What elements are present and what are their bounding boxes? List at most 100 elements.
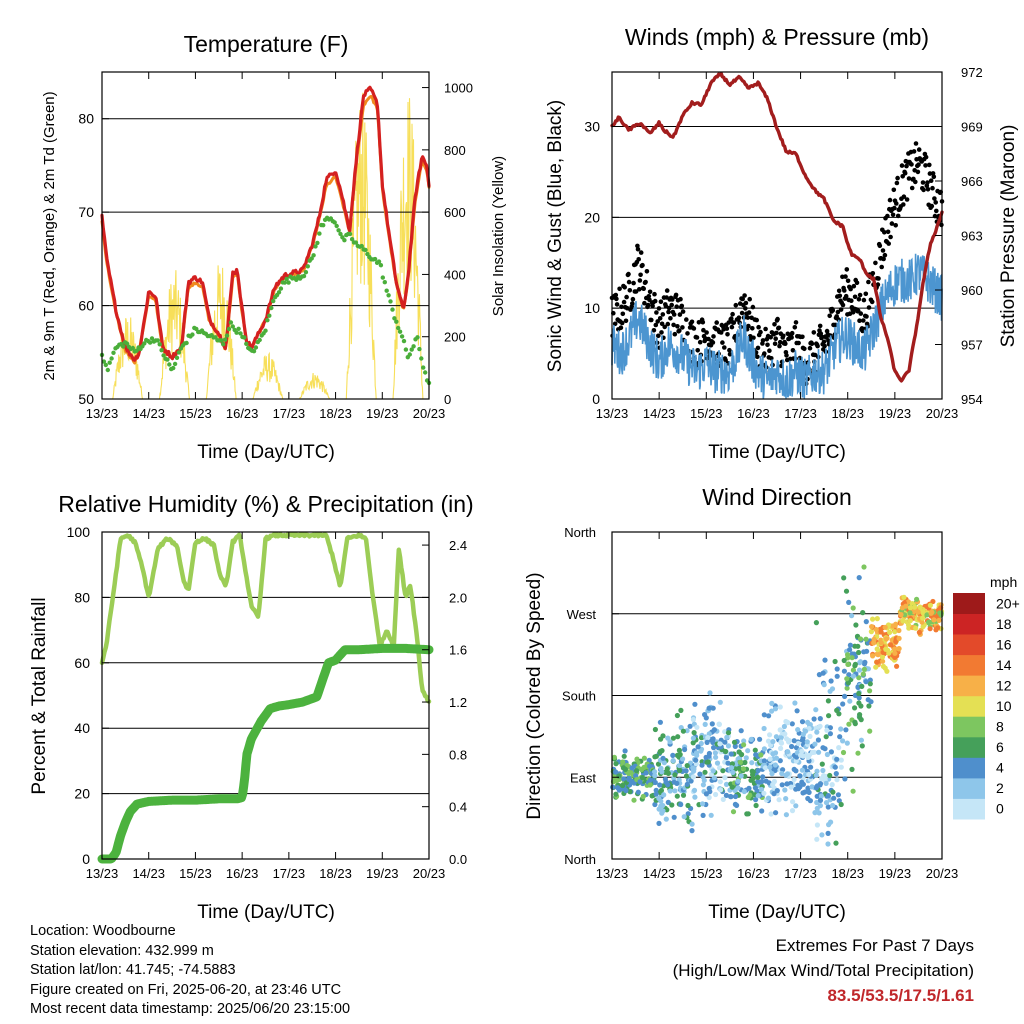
- y2-tick-label: 2.0: [449, 590, 467, 605]
- dewpoint-point: [253, 345, 259, 350]
- direction-point: [784, 781, 790, 787]
- temperature-xlabel: Time (Day/UTC): [197, 442, 335, 463]
- gust-point: [909, 185, 915, 191]
- gust-point: [614, 302, 620, 307]
- direction-point: [906, 622, 912, 628]
- dewpoint-point: [111, 350, 116, 355]
- gust-point: [685, 331, 690, 336]
- direction-point: [860, 610, 866, 616]
- precipitation-series: [97, 643, 434, 864]
- direction-point: [920, 615, 926, 621]
- gust-point: [869, 299, 875, 305]
- direction-point: [836, 745, 842, 751]
- extremes-box: Extremes For Past 7 Days (High/Low/Max W…: [673, 933, 974, 1008]
- direction-point: [846, 672, 852, 678]
- direction-point: [785, 720, 791, 726]
- gust-point: [864, 314, 869, 319]
- direction-point: [691, 730, 697, 736]
- gust-point: [895, 175, 900, 181]
- direction-point: [692, 701, 698, 707]
- gust-point: [843, 293, 849, 299]
- gust-point: [619, 304, 624, 310]
- direction-point: [776, 797, 782, 803]
- direction-point: [657, 719, 664, 725]
- colorbar-swatch: [953, 593, 985, 614]
- colorbar-label: 10: [996, 698, 1012, 714]
- direction-point: [857, 636, 864, 642]
- direction-point: [846, 721, 852, 727]
- colorbar-label: 20+: [996, 595, 1020, 611]
- direction-point: [743, 755, 749, 761]
- dewpoint-point: [171, 365, 176, 371]
- gust-point: [790, 348, 796, 353]
- gust-point: [915, 169, 921, 175]
- created-text: Figure created on Fri, 2025-06-20, at 23…: [30, 981, 342, 998]
- direction-point: [639, 775, 646, 781]
- direction-point: [815, 737, 822, 743]
- direction-point: [702, 712, 708, 718]
- direction-point: [717, 699, 723, 705]
- dewpoint-point: [397, 329, 403, 334]
- direction-point: [817, 782, 823, 788]
- direction-point: [838, 764, 844, 770]
- direction-point: [676, 747, 683, 754]
- gust-point: [901, 194, 907, 199]
- direction-points: [610, 564, 945, 847]
- gust-point: [916, 162, 921, 167]
- dewpoint-point: [382, 280, 387, 285]
- colorbar-swatch: [953, 613, 985, 635]
- gust-point: [691, 326, 697, 331]
- direction-point: [820, 670, 826, 676]
- direction-point: [690, 740, 696, 746]
- dewpoint-point: [176, 350, 182, 355]
- solar-insolation-series: [112, 92, 424, 400]
- gust-point: [635, 246, 641, 252]
- direction-point: [723, 781, 730, 788]
- solar-day-curve: [158, 270, 190, 400]
- direction-point: [858, 737, 865, 743]
- direction-point: [788, 784, 794, 790]
- direction-point: [730, 769, 736, 776]
- gust-point: [662, 324, 667, 330]
- direction-point: [791, 776, 797, 783]
- gust-point: [677, 328, 682, 333]
- gust-point: [650, 303, 655, 309]
- direction-point: [856, 695, 862, 701]
- gust-point: [827, 313, 832, 319]
- wind-speed-series: [611, 253, 943, 400]
- gust-point: [742, 293, 747, 298]
- wind-axes: 13/23 14/23 15/23 16/23 17/23 18/23 19/23 20/23…: [584, 65, 982, 421]
- x-tick-label: 13/23: [86, 866, 119, 881]
- x-tick-label: 15/23: [179, 406, 212, 421]
- direction-point: [693, 757, 699, 763]
- x-tick-label: 13/23: [596, 406, 629, 421]
- direction-point: [816, 749, 822, 755]
- gust-point: [913, 141, 919, 146]
- x-tick-label: 16/23: [226, 866, 259, 881]
- dewpoint-point: [142, 341, 147, 346]
- direction-point: [814, 805, 820, 812]
- y2-tick-label: 957: [961, 338, 983, 353]
- direction-point: [842, 776, 848, 782]
- gust-point: [856, 297, 862, 302]
- gust-point: [743, 300, 749, 306]
- gust-point: [776, 325, 782, 331]
- dewpoint-point: [105, 367, 111, 373]
- gust-point: [622, 285, 627, 290]
- gust-point: [760, 338, 766, 343]
- direction-point: [765, 738, 772, 744]
- gust-point: [899, 163, 905, 168]
- dewpoint-point: [155, 338, 160, 343]
- dewpoint-point: [411, 344, 416, 349]
- y-tick-label: 20: [74, 786, 90, 802]
- direction-point: [799, 767, 806, 773]
- gust-point: [886, 241, 891, 246]
- humidity-gridlines: [102, 596, 429, 795]
- gust-point: [671, 312, 677, 317]
- direction-point: [856, 667, 863, 673]
- solar-day-curve: [252, 351, 284, 400]
- y2-tick-label: 966: [961, 174, 983, 189]
- direction-point: [829, 782, 835, 788]
- gust-point: [850, 310, 856, 315]
